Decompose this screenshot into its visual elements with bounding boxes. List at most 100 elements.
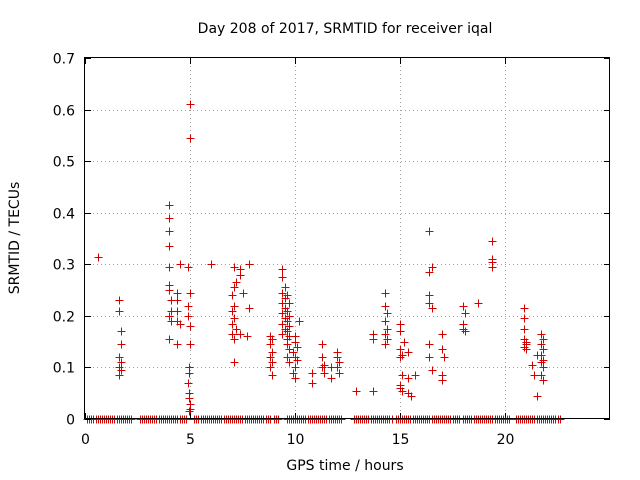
y-tick-label: 0.6 (53, 104, 75, 120)
data-point (459, 325, 468, 334)
data-point (398, 371, 407, 380)
data-point (289, 369, 298, 378)
data-point (425, 353, 434, 362)
data-point (381, 289, 390, 298)
data-point (230, 263, 239, 272)
data-point (474, 299, 483, 308)
data-point (268, 335, 277, 344)
data-point (459, 302, 468, 311)
data-point (539, 376, 548, 385)
data-point (291, 374, 300, 383)
data-point (278, 330, 287, 339)
data-point (186, 405, 195, 414)
data-point (243, 332, 252, 341)
data-point (245, 304, 254, 313)
data-point (285, 312, 294, 321)
data-point (236, 330, 245, 339)
data-point (115, 307, 124, 316)
data-point (165, 227, 174, 236)
data-point (278, 309, 287, 318)
data-point (425, 227, 434, 236)
data-point (239, 289, 248, 298)
data-point (428, 366, 437, 375)
data-point (230, 335, 239, 344)
data-point (539, 335, 548, 344)
data-point (173, 296, 182, 305)
plot-frame (84, 57, 610, 419)
data-point (438, 345, 447, 354)
data-point-zero (505, 415, 514, 424)
data-point (117, 358, 126, 367)
data-point (308, 369, 317, 378)
data-point (400, 338, 409, 347)
data-point (295, 317, 304, 326)
data-point-zero (556, 415, 565, 424)
data-point (396, 327, 405, 336)
data-point (425, 340, 434, 349)
data-point (173, 307, 182, 316)
data-point (320, 369, 329, 378)
data-point (381, 330, 390, 339)
data-point (383, 309, 392, 318)
x-tick-label: 5 (186, 432, 195, 448)
data-point (207, 260, 216, 269)
data-point (278, 320, 287, 329)
data-point (381, 317, 390, 326)
data-point (291, 363, 300, 372)
data-point (115, 371, 124, 380)
data-point (404, 348, 413, 357)
data-point (352, 387, 361, 396)
data-point (165, 312, 174, 321)
y-tick-label: 0 (66, 413, 75, 429)
data-point (425, 291, 434, 300)
data-point (438, 330, 447, 339)
data-point (520, 325, 529, 334)
data-point (318, 353, 327, 362)
data-point-zero (274, 415, 283, 424)
data-point (278, 299, 287, 308)
data-point (398, 351, 407, 360)
data-point (266, 363, 275, 372)
y-tick-label: 0.2 (53, 310, 75, 326)
data-point (165, 286, 174, 295)
data-point-zero (127, 415, 136, 424)
data-point (232, 278, 241, 287)
data-point (428, 304, 437, 313)
data-point (308, 379, 317, 388)
data-point (285, 299, 294, 308)
data-point (232, 325, 241, 334)
y-axis-title: SRMTID / TECUs (7, 182, 23, 295)
data-point (278, 265, 287, 274)
data-point (236, 271, 245, 280)
data-point (333, 353, 342, 362)
data-point (165, 263, 174, 272)
data-point (176, 320, 185, 329)
data-point (230, 314, 239, 323)
data-point (537, 358, 546, 367)
data-point (173, 340, 182, 349)
x-tick-label: 10 (287, 432, 305, 448)
data-point (186, 340, 195, 349)
chart-title: Day 208 of 2017, SRMTID for receiver iqa… (198, 21, 493, 37)
data-point (530, 371, 539, 380)
data-point (281, 283, 290, 292)
data-point (291, 338, 300, 347)
y-tick-label: 0.3 (53, 258, 75, 274)
data-point (539, 356, 548, 365)
data-point (185, 369, 194, 378)
data-point (522, 338, 531, 347)
data-point (165, 201, 174, 210)
y-tick-label: 0.4 (53, 207, 75, 223)
data-point (428, 263, 437, 272)
data-point (228, 291, 237, 300)
data-point (289, 348, 298, 357)
data-point (381, 340, 390, 349)
data-point (245, 260, 254, 269)
data-point (186, 322, 195, 331)
data-point (230, 358, 239, 367)
data-point (184, 379, 193, 388)
data-point (173, 289, 182, 298)
y-tick-label: 0.7 (53, 52, 75, 68)
data-point (520, 304, 529, 313)
data-point (117, 340, 126, 349)
